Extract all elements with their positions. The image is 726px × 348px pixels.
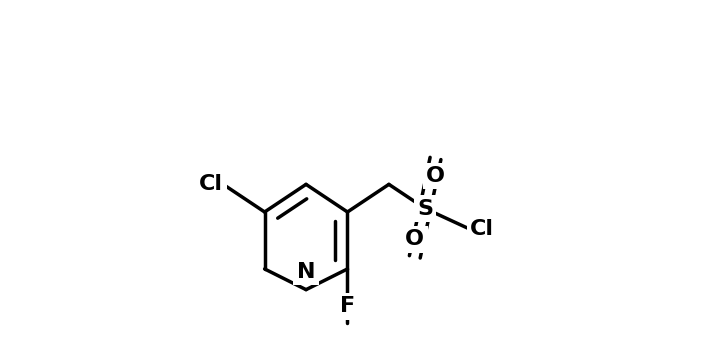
Text: N: N — [297, 262, 315, 282]
Text: Cl: Cl — [470, 219, 494, 239]
Text: O: O — [405, 229, 424, 249]
Text: Cl: Cl — [199, 174, 223, 194]
Text: S: S — [417, 198, 433, 219]
Text: O: O — [426, 166, 445, 186]
Text: F: F — [340, 296, 355, 316]
